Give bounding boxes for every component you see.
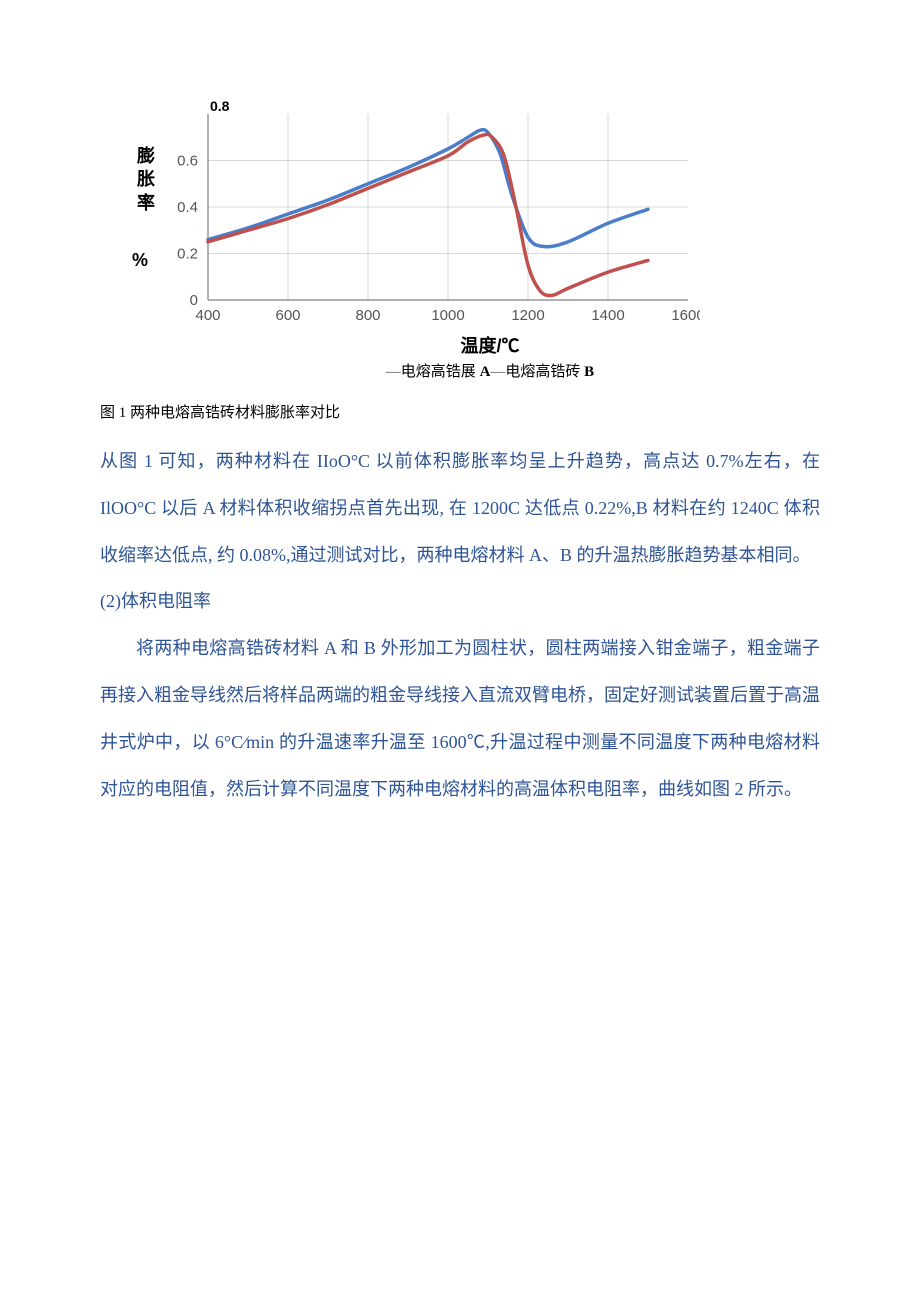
legend-dash-b: — xyxy=(490,364,505,380)
svg-text:1400: 1400 xyxy=(591,307,624,324)
chart-x-axis-label: 温度/℃ xyxy=(160,332,820,358)
svg-text:800: 800 xyxy=(355,307,380,324)
chart-legend: —电熔高锆展 A—电熔高锆砖 B xyxy=(160,360,820,381)
svg-text:1200: 1200 xyxy=(511,307,544,324)
svg-text:0.4: 0.4 xyxy=(177,199,198,216)
figure-1-caption: 图 1 两种电熔高锆砖材料膨胀率对比 xyxy=(100,401,820,422)
section-number: (2) xyxy=(100,591,121,611)
svg-text:1000: 1000 xyxy=(431,307,464,324)
svg-text:600: 600 xyxy=(275,307,300,324)
chart-y-axis-label: 膨胀率 xyxy=(134,145,158,215)
legend-letter-b: B xyxy=(584,364,594,380)
svg-text:1600: 1600 xyxy=(671,307,700,324)
chart-container: 0.8 膨胀率 % 00.20.40.640060080010001200140… xyxy=(160,100,820,381)
paragraph-1: 从图 1 可知，两种材料在 IIoO°C 以前体积膨胀率均呈上升趋势，高点达 0… xyxy=(100,438,820,578)
legend-dash-a: — xyxy=(386,364,401,380)
section-2-heading: (2)体积电阻率 xyxy=(100,578,820,625)
svg-text:0.2: 0.2 xyxy=(177,246,198,263)
expansion-rate-chart: 00.20.40.64006008001000120014001600 xyxy=(160,100,700,330)
paragraph-2: 将两种电熔高锆砖材料 A 和 B 外形加工为圆柱状，圆柱两端接入钳金端子，粗金端… xyxy=(100,625,820,812)
chart-y-axis-unit: % xyxy=(132,250,148,271)
chart-annotation-0-8: 0.8 xyxy=(210,98,229,114)
svg-text:400: 400 xyxy=(195,307,220,324)
svg-text:0.6: 0.6 xyxy=(177,153,198,170)
legend-label-a: 电熔高锆展 xyxy=(401,364,480,380)
legend-label-b: 电熔高锆砖 xyxy=(505,364,584,380)
section-title: 体积电阻率 xyxy=(121,591,211,611)
legend-letter-a: A xyxy=(480,364,491,380)
